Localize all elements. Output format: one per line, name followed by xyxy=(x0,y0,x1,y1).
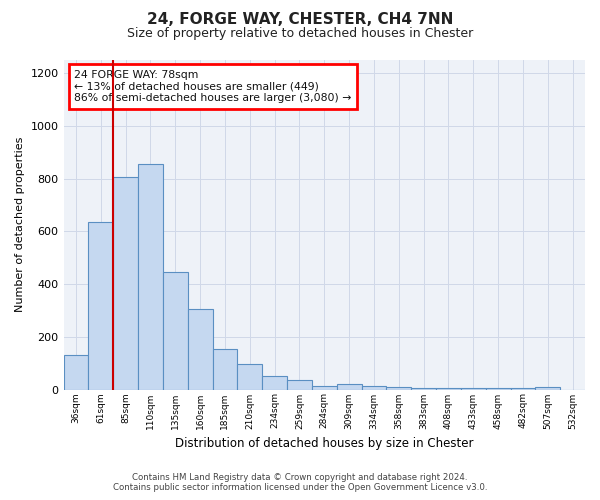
Bar xyxy=(238,364,262,390)
Bar xyxy=(535,387,560,390)
Bar xyxy=(485,388,511,390)
Bar xyxy=(362,386,386,390)
Bar xyxy=(113,178,138,390)
Text: Contains HM Land Registry data © Crown copyright and database right 2024.
Contai: Contains HM Land Registry data © Crown c… xyxy=(113,473,487,492)
Bar xyxy=(461,388,485,390)
Bar xyxy=(262,376,287,390)
Bar xyxy=(188,309,212,390)
Text: 24, FORGE WAY, CHESTER, CH4 7NN: 24, FORGE WAY, CHESTER, CH4 7NN xyxy=(147,12,453,28)
Bar xyxy=(312,386,337,390)
Bar xyxy=(511,388,535,390)
Bar xyxy=(337,384,362,390)
Bar xyxy=(163,272,188,390)
Text: Size of property relative to detached houses in Chester: Size of property relative to detached ho… xyxy=(127,28,473,40)
X-axis label: Distribution of detached houses by size in Chester: Distribution of detached houses by size … xyxy=(175,437,473,450)
Bar xyxy=(411,388,436,390)
Bar xyxy=(287,380,312,390)
Bar xyxy=(436,388,461,390)
Bar xyxy=(138,164,163,390)
Bar xyxy=(88,222,113,390)
Text: 24 FORGE WAY: 78sqm
← 13% of detached houses are smaller (449)
86% of semi-detac: 24 FORGE WAY: 78sqm ← 13% of detached ho… xyxy=(74,70,352,103)
Bar xyxy=(386,387,411,390)
Bar xyxy=(64,355,88,390)
Bar xyxy=(212,348,238,390)
Y-axis label: Number of detached properties: Number of detached properties xyxy=(15,137,25,312)
